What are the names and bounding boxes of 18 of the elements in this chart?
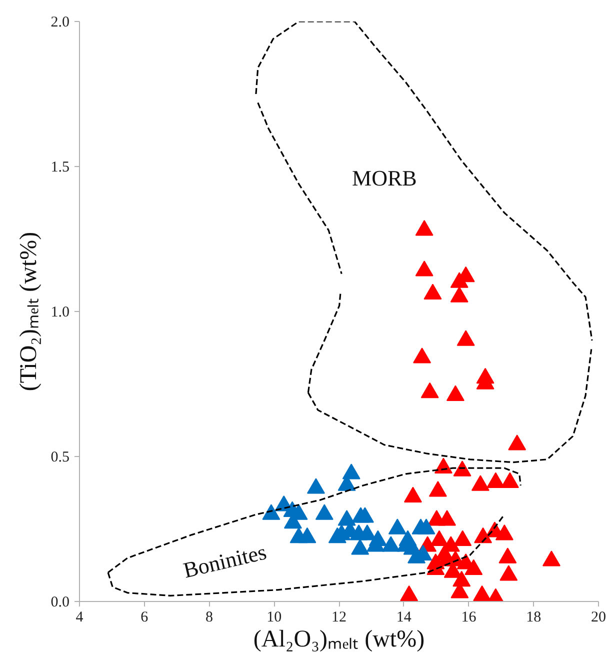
x-tick-label: 10 [266,610,282,626]
y-tick-label: 1.5 [50,160,70,176]
x-axis-title: (Al₂O₃)ₘₑₗₜ (wt%) [253,626,425,652]
y-tick-label: 1.0 [50,304,70,320]
annotation: MORB [352,166,417,191]
x-tick-label: 20 [591,610,606,626]
y-tick-label: 0.0 [50,594,70,610]
x-tick-label: 6 [140,610,149,626]
y-tick-label: 0.5 [50,450,70,466]
x-tick-label: 12 [332,610,346,626]
x-tick-label: 4 [76,610,84,626]
x-tick-label: 18 [526,610,542,626]
x-tick-label: 16 [461,610,477,626]
y-tick-label: 2.0 [50,14,70,30]
y-axis-title: (TiO₂)ₘₑₗₜ (wt%) [16,232,42,392]
x-tick-label: 8 [206,610,213,626]
annotation: Boninites [180,539,269,583]
x-tick-label: 14 [396,610,412,626]
